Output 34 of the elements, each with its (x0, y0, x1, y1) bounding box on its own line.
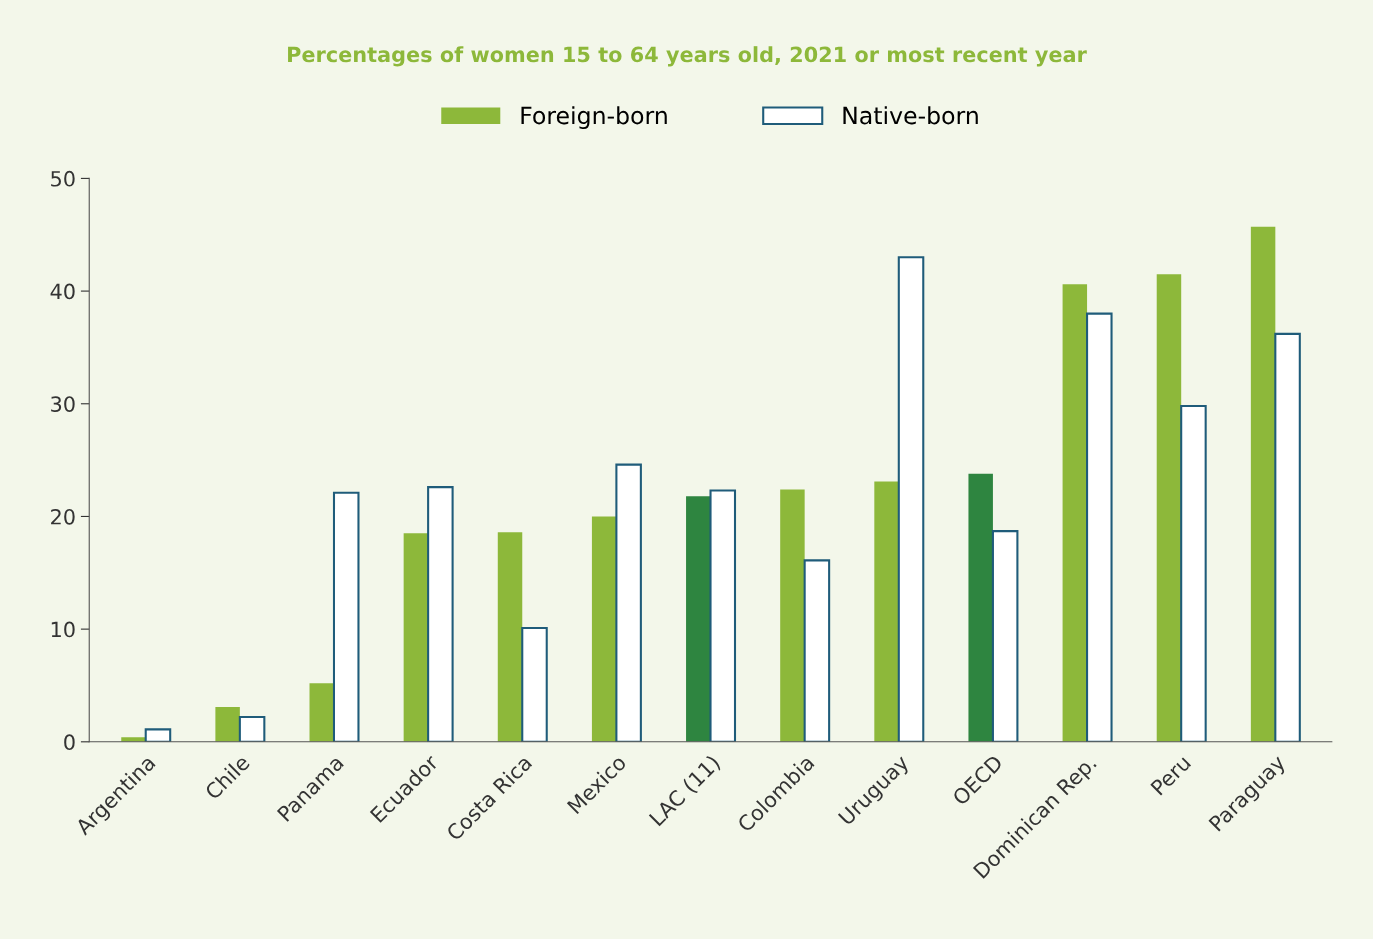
bar (991, 530, 1019, 742)
bar (780, 489, 805, 742)
bar (427, 486, 454, 742)
y-tick-label: 50 (51, 170, 75, 187)
bar (803, 559, 831, 742)
bar (686, 496, 711, 742)
bar (1250, 226, 1276, 742)
bar (897, 256, 925, 742)
y-tick-label: 10 (51, 621, 75, 638)
y-tick-label: 40 (50, 283, 75, 300)
bar (1274, 332, 1301, 742)
bar (215, 706, 240, 742)
bar (403, 533, 429, 742)
bar (1156, 274, 1182, 742)
y-tick-label: 0 (64, 734, 75, 751)
bar (332, 491, 360, 742)
bar (1062, 284, 1088, 742)
bar (144, 728, 172, 742)
bar (309, 683, 334, 742)
bar (1180, 404, 1207, 742)
bar (968, 473, 993, 742)
bar (238, 715, 266, 742)
legend-label: Foreign-born (521, 106, 667, 129)
y-tick-label: 30 (51, 396, 75, 412)
bar (521, 626, 548, 742)
bar (591, 516, 617, 742)
chart-title: Percentages of women 15 to 64 years old, 2021 or most recent year (288, 46, 1087, 67)
bar (497, 532, 523, 742)
y-tick-label: 20 (51, 508, 75, 525)
bar (615, 463, 642, 742)
bar (874, 481, 899, 742)
legend-label: Native-born (843, 106, 978, 125)
bar (1086, 312, 1113, 742)
bar (709, 489, 737, 742)
